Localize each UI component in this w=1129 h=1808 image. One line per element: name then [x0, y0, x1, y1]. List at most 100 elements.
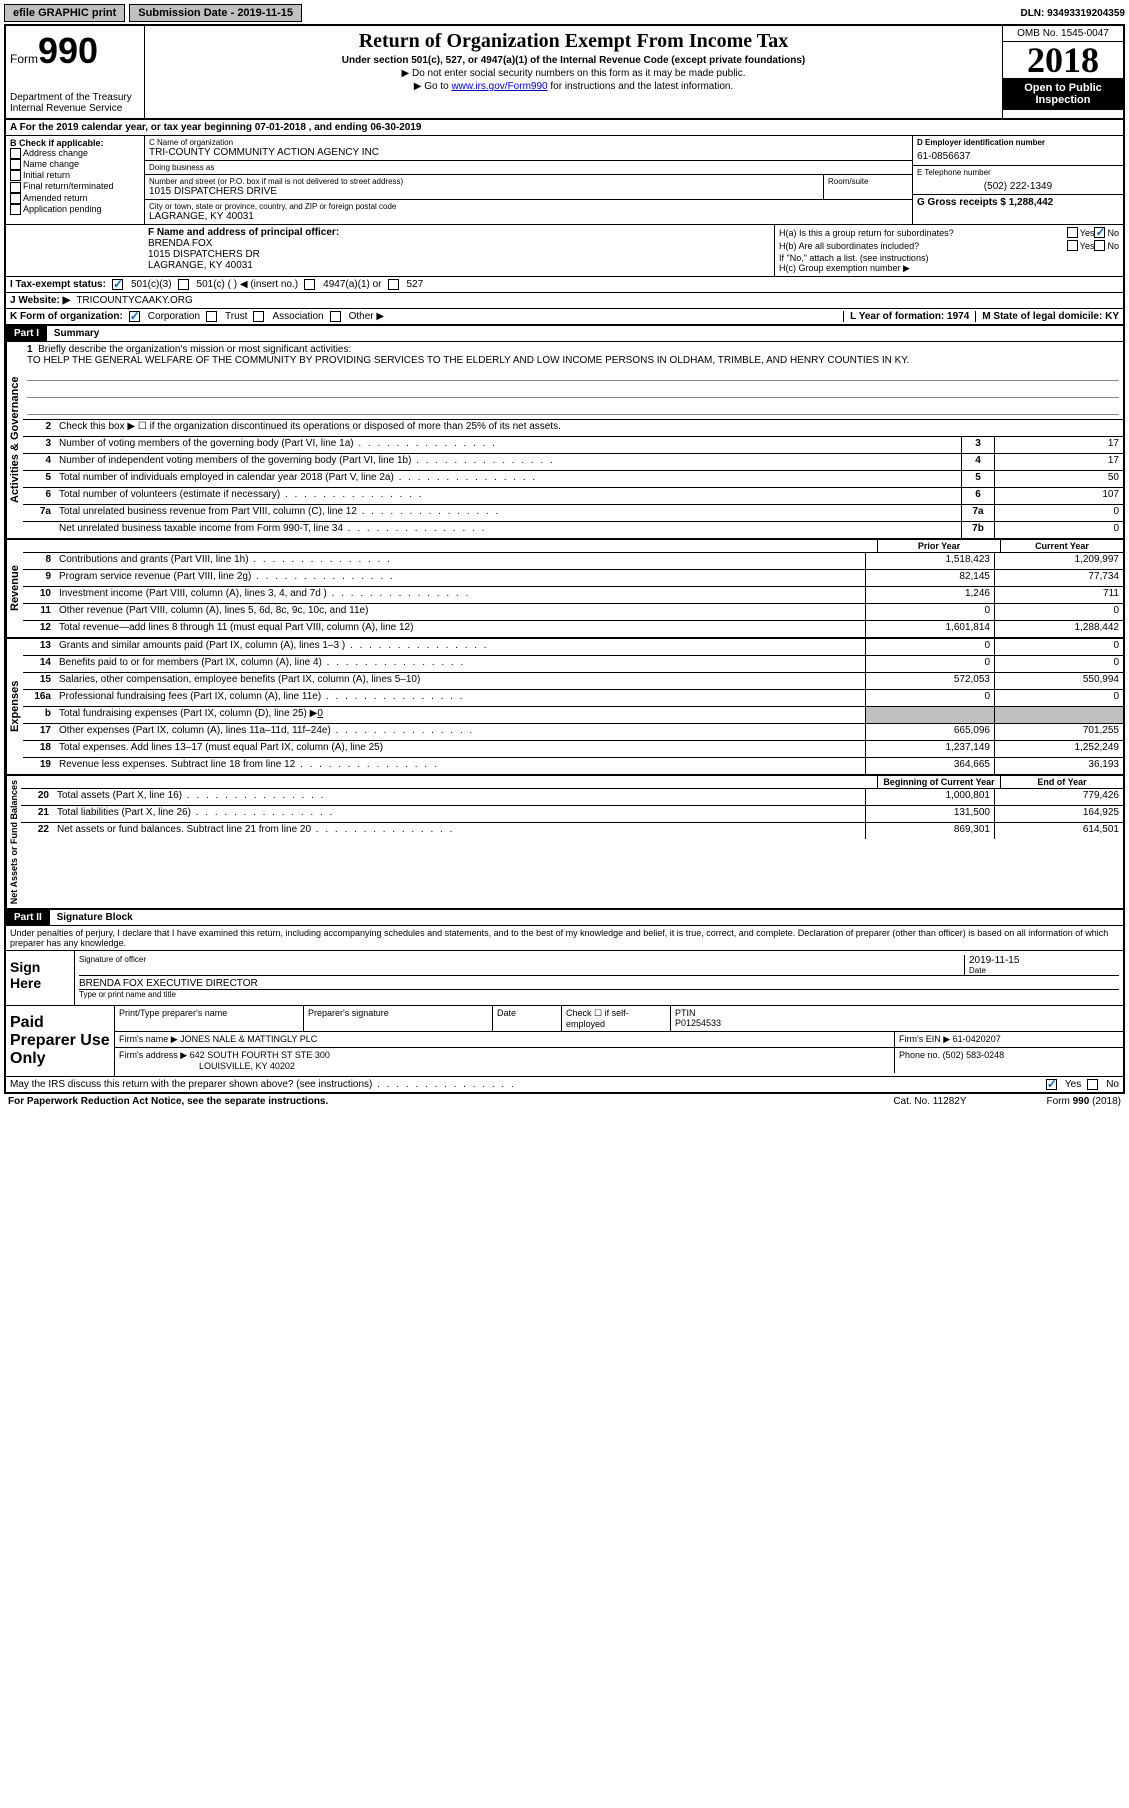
- line22: Net assets or fund balances. Subtract li…: [53, 823, 865, 839]
- top-bar: efile GRAPHIC print Submission Date - 20…: [4, 4, 1125, 22]
- line16a: Professional fundraising fees (Part IX, …: [55, 690, 865, 706]
- corp-check[interactable]: [129, 311, 140, 322]
- efile-button[interactable]: efile GRAPHIC print: [4, 4, 125, 22]
- irs-label: Internal Revenue Service: [10, 103, 140, 114]
- c10: 711: [994, 587, 1123, 603]
- section-b-header: B Check if applicable:: [10, 138, 140, 148]
- row-a: A For the 2019 calendar year, or tax yea…: [6, 120, 1123, 136]
- discuss-yes[interactable]: [1046, 1079, 1057, 1090]
- p16a: 0: [865, 690, 994, 706]
- checkbox-amended[interactable]: [10, 193, 21, 204]
- prep-sig-label: Preparer's signature: [304, 1006, 493, 1031]
- form-subtitle: Under section 501(c), 527, or 4947(a)(1)…: [149, 55, 998, 66]
- line1-label: Briefly describe the organization's miss…: [38, 344, 351, 355]
- k-label: K Form of organization:: [10, 311, 123, 322]
- sig-date-val: 2019-11-15: [969, 955, 1119, 966]
- section-h: H(a) Is this a group return for subordin…: [775, 225, 1123, 276]
- l-label: L Year of formation: 1974: [843, 311, 969, 322]
- activities-vlabel: Activities & Governance: [6, 342, 23, 538]
- prep-name-label: Print/Type preparer's name: [115, 1006, 304, 1031]
- firm-addr1: 642 SOUTH FOURTH ST STE 300: [190, 1050, 330, 1060]
- hb-yes[interactable]: [1067, 240, 1078, 251]
- prior-year-header: Prior Year: [877, 540, 1000, 552]
- 527-check[interactable]: [388, 279, 399, 290]
- 4947-check[interactable]: [304, 279, 315, 290]
- form-prefix: Form: [10, 52, 38, 66]
- p15: 572,053: [865, 673, 994, 689]
- org-name-label: C Name of organization: [149, 138, 908, 147]
- row-k-l-m: K Form of organization: Corporation Trus…: [6, 309, 1123, 326]
- part-1-title: Summary: [50, 326, 104, 341]
- netassets-section: Net Assets or Fund Balances Beginning of…: [6, 776, 1123, 910]
- checkbox-address[interactable]: [10, 148, 21, 159]
- c9: 77,734: [994, 570, 1123, 586]
- part-2-badge: Part II: [6, 910, 50, 925]
- preparer-label: Paid Preparer Use Only: [6, 1006, 115, 1076]
- p18: 1,237,149: [865, 741, 994, 757]
- checkbox-namechange[interactable]: [10, 159, 21, 170]
- discuss-label: May the IRS discuss this return with the…: [10, 1079, 516, 1090]
- c20: 779,426: [994, 789, 1123, 805]
- other-check[interactable]: [330, 311, 341, 322]
- mission-text: TO HELP THE GENERAL WELFARE OF THE COMMU…: [27, 355, 1119, 366]
- val5: 50: [994, 471, 1123, 487]
- dept-label: Department of the Treasury: [10, 92, 140, 103]
- val3: 17: [994, 437, 1123, 453]
- discuss-no[interactable]: [1087, 1079, 1098, 1090]
- form-title: Return of Organization Exempt From Incom…: [149, 30, 998, 53]
- irs-link[interactable]: www.irs.gov/Form990: [451, 81, 547, 92]
- addr-label: Number and street (or P.O. box if mail i…: [149, 177, 819, 186]
- section-b-c-d: B Check if applicable: Address change Na…: [6, 136, 1123, 225]
- header-center: Return of Organization Exempt From Incom…: [145, 26, 1002, 118]
- hb-no[interactable]: [1094, 240, 1105, 251]
- hc-label: H(c) Group exemption number ▶: [779, 263, 1119, 274]
- c18: 1,252,249: [994, 741, 1123, 757]
- checkbox-initial[interactable]: [10, 170, 21, 181]
- checkbox-final[interactable]: [10, 182, 21, 193]
- line17: Other expenses (Part IX, column (A), lin…: [55, 724, 865, 740]
- c13: 0: [994, 639, 1123, 655]
- hb-label: H(b) Are all subordinates included?: [779, 241, 1067, 251]
- trust-check[interactable]: [206, 311, 217, 322]
- part-2-header: Part II Signature Block: [6, 910, 1123, 926]
- c19: 36,193: [994, 758, 1123, 774]
- firm-ein: 61-0420207: [953, 1034, 1001, 1044]
- footer: For Paperwork Reduction Act Notice, see …: [4, 1094, 1125, 1109]
- line9: Program service revenue (Part VIII, line…: [55, 570, 865, 586]
- org-address: 1015 DISPATCHERS DRIVE: [149, 186, 819, 197]
- room-label: Room/suite: [828, 177, 908, 186]
- part-2-title: Signature Block: [53, 910, 137, 925]
- 501c3-check[interactable]: [112, 279, 123, 290]
- officer-name: BRENDA FOX: [148, 238, 770, 249]
- section-f: F Name and address of principal officer:…: [144, 225, 775, 276]
- line16b: Total fundraising expenses (Part IX, col…: [55, 707, 865, 723]
- row-j: J Website: ▶ TRICOUNTYCAAKY.ORG: [6, 293, 1123, 309]
- c16a: 0: [994, 690, 1123, 706]
- part-1-header: Part I Summary: [6, 326, 1123, 342]
- m-label: M State of legal domicile: KY: [975, 311, 1119, 322]
- 501c-check[interactable]: [178, 279, 189, 290]
- dba-label: Doing business as: [149, 163, 908, 172]
- line3: Number of voting members of the governin…: [55, 437, 961, 453]
- part-1-badge: Part I: [6, 326, 47, 341]
- line7b: Net unrelated business taxable income fr…: [55, 522, 961, 538]
- p17: 665,096: [865, 724, 994, 740]
- section-f-h: F Name and address of principal officer:…: [6, 225, 1123, 277]
- prep-check-label: Check ☐ if self-employed: [562, 1006, 671, 1031]
- website-value: TRICOUNTYCAAKY.ORG: [76, 295, 193, 306]
- ha-yes[interactable]: [1067, 227, 1078, 238]
- open-public: Open to Public Inspection: [1003, 78, 1123, 110]
- firm-phone: (502) 583-0248: [943, 1050, 1005, 1060]
- val6: 107: [994, 488, 1123, 504]
- checkbox-pending[interactable]: [10, 204, 21, 215]
- sig-name-label: Type or print name and title: [79, 989, 1119, 999]
- p21: 131,500: [865, 806, 994, 822]
- form-number: 990: [38, 30, 98, 71]
- ha-no[interactable]: [1094, 227, 1105, 238]
- p8: 1,518,423: [865, 553, 994, 569]
- p12: 1,601,814: [865, 621, 994, 637]
- revenue-vlabel: Revenue: [6, 540, 23, 637]
- assoc-check[interactable]: [253, 311, 264, 322]
- gross-receipts: G Gross receipts $ 1,288,442: [917, 197, 1119, 208]
- footer-form: Form 990 (2018): [1047, 1096, 1121, 1107]
